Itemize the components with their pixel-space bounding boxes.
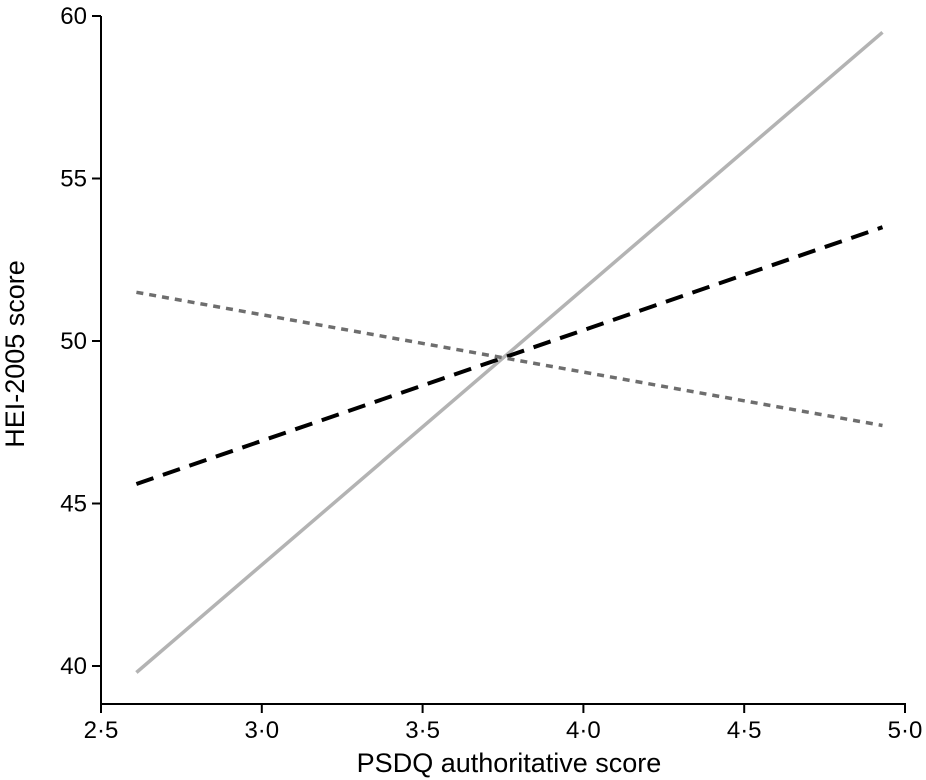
y-tick-label: 40 — [60, 653, 87, 680]
series-line-dotted — [136, 290, 883, 428]
x-tick-label: 3·5 — [405, 717, 440, 744]
x-tick-label: 4·0 — [566, 717, 601, 744]
x-tick-label: 2·5 — [84, 717, 119, 744]
series-layer — [135, 30, 884, 674]
y-tick-label: 45 — [60, 491, 87, 518]
y-axis-title: HEI-2005 score — [0, 260, 30, 448]
series-line-solid — [135, 30, 884, 674]
y-tick-label: 50 — [60, 328, 87, 355]
series-line-dashed — [135, 225, 884, 486]
y-tick-label: 55 — [60, 166, 87, 193]
x-tick-label: 3·0 — [244, 717, 279, 744]
x-tick-label: 5·0 — [888, 717, 923, 744]
ticks-layer: 2·5 3·0 3·5 4·0 4·5 5·0 40 45 50 55 60 — [60, 3, 922, 744]
x-axis-title: PSDQ authoritative score — [357, 748, 662, 778]
x-tick-label: 4·5 — [727, 717, 762, 744]
axes — [100, 16, 906, 705]
y-tick-label: 60 — [60, 3, 87, 30]
